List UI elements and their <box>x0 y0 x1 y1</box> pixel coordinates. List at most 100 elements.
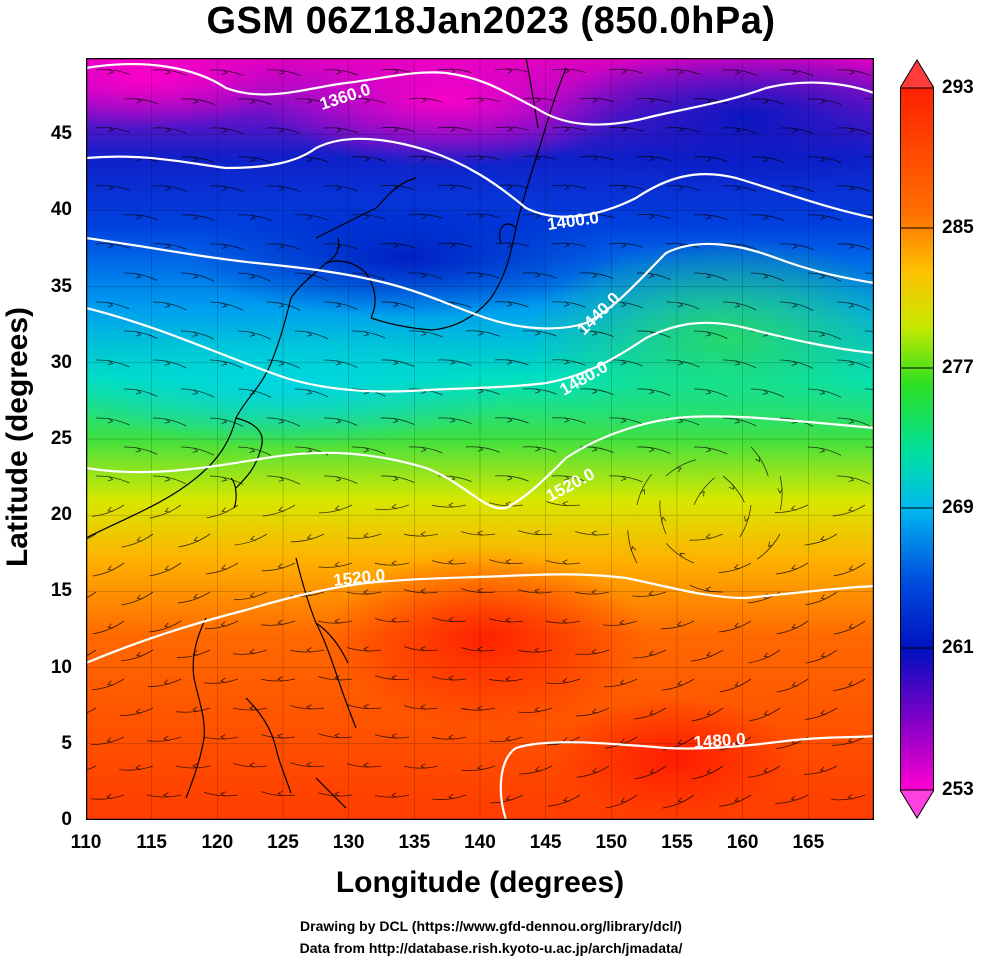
streamline <box>608 184 643 190</box>
streamline <box>608 242 643 248</box>
streamline <box>203 736 239 740</box>
credit-drawing: Drawing by DCL (https://www.gfd-dennou.o… <box>300 918 682 934</box>
streamline-arrow <box>450 126 456 132</box>
streamline <box>323 185 358 192</box>
streamline <box>575 707 610 717</box>
streamline-arrow <box>534 446 541 452</box>
streamline-arrow <box>420 588 426 594</box>
streamline <box>95 185 130 191</box>
streamline <box>636 446 671 454</box>
streamline-arrow <box>392 301 399 308</box>
streamline <box>152 359 187 369</box>
streamline <box>634 765 667 780</box>
streamline-arrow <box>391 503 397 510</box>
streamline <box>461 588 496 594</box>
streamline <box>380 301 415 309</box>
streamline <box>123 446 158 455</box>
streamline-arrow <box>534 766 541 772</box>
streamline-arrow <box>734 302 741 308</box>
streamline-arrow <box>221 476 228 482</box>
streamline <box>779 127 814 135</box>
streamline-arrow <box>335 185 342 191</box>
streamline-arrow <box>564 242 570 248</box>
streamline-arrow <box>677 739 684 745</box>
streamline <box>149 504 182 519</box>
streamline <box>431 504 467 508</box>
streamline <box>318 562 353 568</box>
streamline-arrow <box>106 793 112 800</box>
streamline <box>121 591 154 606</box>
streamline <box>545 560 581 565</box>
streamline <box>779 185 814 193</box>
streamline-arrow <box>592 155 598 161</box>
streamline <box>551 475 586 482</box>
streamline-arrow <box>108 68 114 75</box>
streamline <box>95 475 130 484</box>
streamline-arrow <box>420 704 426 710</box>
colorbar-scale <box>900 87 934 791</box>
streamline <box>833 620 866 635</box>
streamline <box>665 459 697 477</box>
x-tick-label: 150 <box>595 832 628 853</box>
streamline <box>123 272 158 281</box>
streamline <box>431 676 467 681</box>
streamline-arrow <box>705 214 712 220</box>
streamline <box>380 417 415 425</box>
streamline <box>693 446 728 455</box>
streamline-arrow <box>534 530 540 536</box>
streamline <box>375 675 410 681</box>
streamline-arrow <box>107 565 114 571</box>
streamline <box>608 68 643 74</box>
streamline-arrow <box>848 506 854 512</box>
streamline <box>494 359 529 366</box>
streamline-arrow <box>506 301 513 307</box>
streamline-arrow <box>563 417 570 423</box>
map-plot-area: 1360.0 1400.0 1440.0 1480.0 1520.0 1520.… <box>0 28 946 821</box>
streamline <box>147 736 182 742</box>
streamline-arrow <box>364 155 370 162</box>
streamline-arrow <box>221 564 227 570</box>
streamline-arrow <box>563 796 569 802</box>
x-tick-label: 130 <box>332 832 365 853</box>
streamline <box>178 533 211 548</box>
streamline-arrow <box>734 681 741 687</box>
streamline-arrow <box>677 359 684 366</box>
streamline <box>294 214 329 221</box>
streamline <box>260 678 296 682</box>
streamline-arrow <box>192 273 199 279</box>
streamline-arrow <box>592 97 598 103</box>
streamline <box>775 794 809 804</box>
streamline-arrow <box>221 185 228 191</box>
streamline <box>123 98 158 105</box>
streamline-arrow <box>107 506 113 512</box>
streamline <box>431 560 467 565</box>
streamline-arrow <box>591 708 598 714</box>
streamline-arrow <box>306 762 312 768</box>
streamline-arrow <box>706 768 713 774</box>
streamline-arrow <box>192 447 199 453</box>
streamline-arrow <box>306 331 313 337</box>
streamline <box>747 765 781 778</box>
streamline <box>408 155 443 161</box>
streamline-arrow <box>364 97 370 104</box>
streamline <box>294 98 329 105</box>
streamline <box>148 620 182 633</box>
streamline <box>91 678 125 691</box>
streamline-arrow <box>477 272 484 278</box>
streamline-arrow <box>677 797 684 803</box>
streamline-arrow <box>192 763 198 769</box>
streamline-arrow <box>705 273 712 279</box>
streamline-arrow <box>848 302 855 308</box>
streamline-arrow <box>564 68 570 74</box>
streamline-arrow <box>733 564 740 570</box>
streamline-arrow <box>706 651 712 657</box>
streamline-arrow <box>791 302 798 308</box>
cold-core-northeast <box>546 48 946 188</box>
streamline-arrow <box>363 589 369 595</box>
streamline <box>209 359 244 369</box>
streamline <box>206 504 239 519</box>
streamline-arrow <box>448 675 454 681</box>
streamline-arrow <box>819 331 826 337</box>
streamline <box>517 589 553 594</box>
streamline <box>92 562 125 577</box>
